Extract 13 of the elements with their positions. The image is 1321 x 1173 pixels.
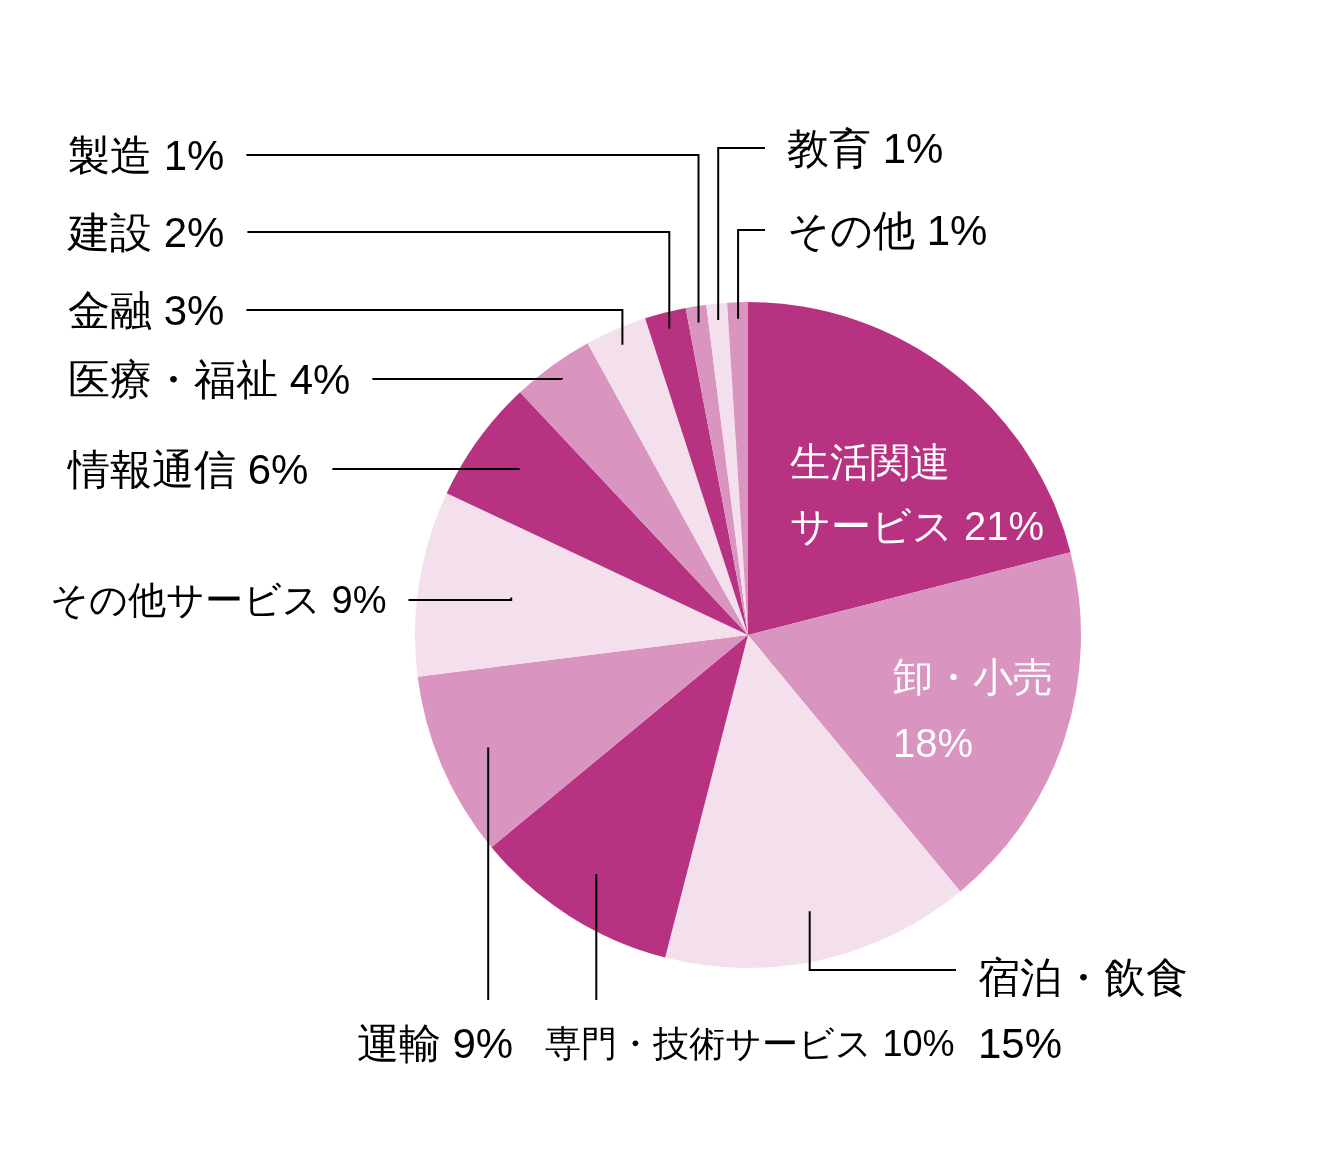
label: 製造 1% xyxy=(68,131,225,179)
label: その他サービス 9% xyxy=(50,579,387,621)
label: 建設 2% xyxy=(68,208,225,256)
label: 生活関連サービス 21% xyxy=(790,440,1045,548)
label: 教育 1% xyxy=(787,124,944,172)
label: 金融 3% xyxy=(68,286,225,334)
label: 専門・技術サービス 10% xyxy=(545,1022,955,1064)
label: 医療・福祉 4% xyxy=(68,355,351,403)
label: 運輸 9% xyxy=(356,1019,514,1067)
label: その他 1% xyxy=(787,206,988,254)
label: 情報通信 6% xyxy=(68,445,309,493)
label: 宿泊・飲食 15% xyxy=(978,953,1188,1067)
label: 卸・小売 18% xyxy=(893,655,1053,765)
